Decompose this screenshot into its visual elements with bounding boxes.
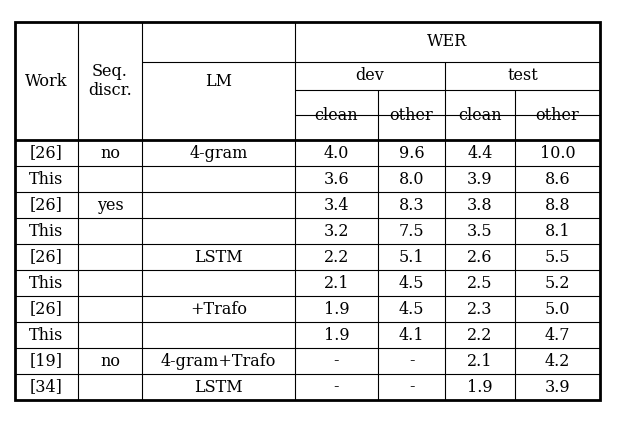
Text: clean: clean — [458, 106, 502, 123]
Text: -: - — [334, 379, 339, 396]
Text: other: other — [536, 106, 580, 123]
Text: 10.0: 10.0 — [540, 145, 575, 162]
Text: 2.2: 2.2 — [324, 248, 349, 265]
Text: 1.9: 1.9 — [467, 379, 493, 396]
Text: 4-gram+Trafo: 4-gram+Trafo — [161, 352, 276, 369]
Text: Work: Work — [25, 73, 68, 89]
Text: no: no — [100, 145, 120, 162]
Text: [34]: [34] — [30, 379, 63, 396]
Text: 4.5: 4.5 — [399, 301, 424, 318]
Text: 3.9: 3.9 — [545, 379, 570, 396]
Text: 4.4: 4.4 — [467, 145, 493, 162]
Text: 3.6: 3.6 — [324, 170, 349, 187]
Text: [26]: [26] — [30, 301, 63, 318]
Text: LM: LM — [205, 73, 232, 89]
Text: 4.5: 4.5 — [399, 274, 424, 292]
Text: -: - — [409, 352, 415, 369]
Text: 2.5: 2.5 — [467, 274, 493, 292]
Text: This: This — [30, 274, 64, 292]
Text: 4.7: 4.7 — [545, 326, 570, 343]
Text: 5.2: 5.2 — [545, 274, 570, 292]
Text: 5.0: 5.0 — [545, 301, 570, 318]
Text: 4-gram: 4-gram — [189, 145, 248, 162]
Text: 8.6: 8.6 — [545, 170, 570, 187]
Text: 4.2: 4.2 — [545, 352, 570, 369]
Text: 9.6: 9.6 — [399, 145, 425, 162]
Text: Seq.
discr.: Seq. discr. — [88, 63, 132, 99]
Text: LSTM: LSTM — [194, 248, 243, 265]
Text: 2.6: 2.6 — [467, 248, 493, 265]
Text: 4.1: 4.1 — [399, 326, 424, 343]
Text: LSTM: LSTM — [194, 379, 243, 396]
Text: [26]: [26] — [30, 248, 63, 265]
Text: 1.9: 1.9 — [324, 326, 349, 343]
Bar — [15, 22, 600, 400]
Text: 3.4: 3.4 — [324, 196, 349, 214]
Text: -: - — [334, 352, 339, 369]
Text: [26]: [26] — [30, 196, 63, 214]
Text: 1.9: 1.9 — [324, 301, 349, 318]
Text: 5.1: 5.1 — [399, 248, 425, 265]
Text: 3.5: 3.5 — [467, 223, 493, 240]
Text: +Trafo: +Trafo — [190, 301, 247, 318]
Text: other: other — [389, 106, 433, 123]
Text: This: This — [30, 170, 64, 187]
Text: -: - — [409, 379, 415, 396]
Text: 2.1: 2.1 — [324, 274, 349, 292]
Text: 8.3: 8.3 — [399, 196, 425, 214]
Text: 3.8: 3.8 — [467, 196, 493, 214]
Text: WER: WER — [427, 33, 467, 50]
Text: 3.2: 3.2 — [324, 223, 349, 240]
Text: 5.5: 5.5 — [545, 248, 570, 265]
Text: 7.5: 7.5 — [399, 223, 425, 240]
Text: This: This — [30, 223, 64, 240]
Text: dev: dev — [355, 67, 384, 84]
Text: yes: yes — [96, 196, 123, 214]
Text: 2.1: 2.1 — [467, 352, 493, 369]
Text: [19]: [19] — [30, 352, 63, 369]
Text: test: test — [507, 67, 538, 84]
Text: 8.8: 8.8 — [545, 196, 570, 214]
Text: 4.0: 4.0 — [324, 145, 349, 162]
Text: no: no — [100, 352, 120, 369]
Text: 2.3: 2.3 — [467, 301, 493, 318]
Text: clean: clean — [315, 106, 358, 123]
Text: 3.9: 3.9 — [467, 170, 493, 187]
Text: This: This — [30, 326, 64, 343]
Text: [26]: [26] — [30, 145, 63, 162]
Text: 8.0: 8.0 — [399, 170, 424, 187]
Text: 8.1: 8.1 — [545, 223, 570, 240]
Text: 2.2: 2.2 — [467, 326, 493, 343]
